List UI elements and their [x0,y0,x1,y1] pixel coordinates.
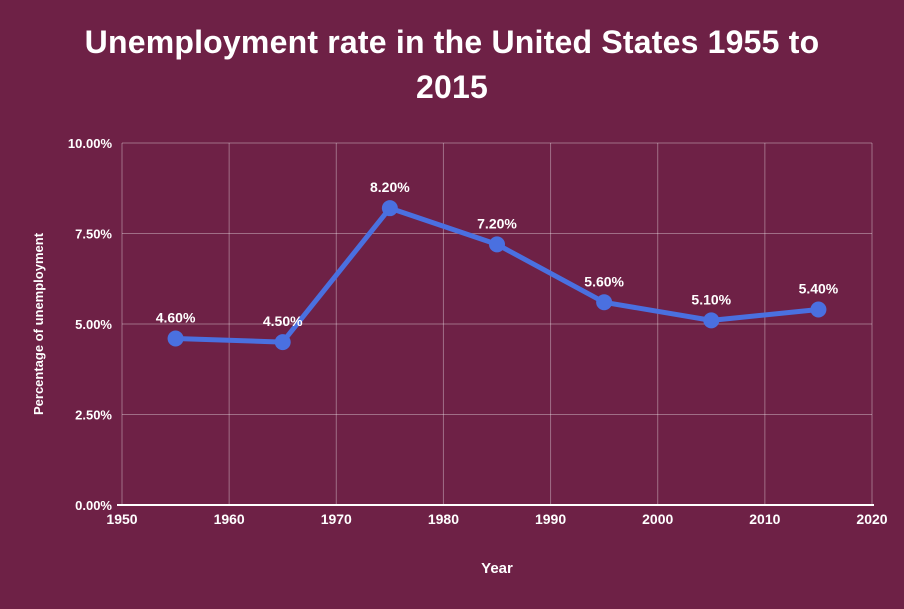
data-point [489,236,505,253]
y-tick-label: 7.50% [75,227,112,242]
x-tick-label: 1960 [214,511,245,527]
x-tick-label: 1950 [106,511,137,527]
data-point [596,294,613,311]
data-point-markers [167,200,827,351]
x-tick-label: 2020 [856,511,887,527]
data-point [167,330,184,347]
y-tick-label: 0.00% [75,498,112,513]
data-point-label: 4.60% [156,309,196,325]
data-point-label: 5.10% [691,291,731,307]
y-axis-title: Percentage of unemployment [31,232,46,415]
data-point-label: 5.40% [799,281,839,297]
chart-title-line-2: 2015 [416,69,488,105]
data-point-label: 7.20% [477,215,517,231]
x-tick-label: 2010 [749,511,780,527]
gridlines [121,142,873,505]
y-tick-labels: 0.00% 2.50% 5.00% 7.50% 10.00% [68,136,113,513]
x-axis-title: Year [481,560,513,577]
y-tick-label: 10.00% [68,136,113,151]
data-point-labels: 4.60% 4.50% 8.20% 7.20% 5.60% 5.10% 5.40% [156,179,839,329]
data-point-label: 4.50% [263,313,303,329]
x-tick-labels: 1950 1960 1970 1980 1990 2000 2010 2020 [106,511,887,527]
x-tick-label: 1990 [535,511,566,527]
x-tick-label: 1970 [321,511,352,527]
chart-title-line-1: Unemployment rate in the United States 1… [84,24,820,60]
y-tick-label: 5.00% [75,317,112,332]
data-point [381,200,398,217]
data-point-label: 5.60% [584,273,624,289]
data-point [274,334,291,351]
data-point-label: 8.20% [370,179,410,195]
y-tick-label: 2.50% [75,408,112,423]
x-tick-label: 2000 [642,511,673,527]
data-point [810,301,827,318]
x-tick-label: 1980 [428,511,459,527]
data-point [703,312,720,329]
chart-title: Unemployment rate in the United States 1… [0,20,904,110]
